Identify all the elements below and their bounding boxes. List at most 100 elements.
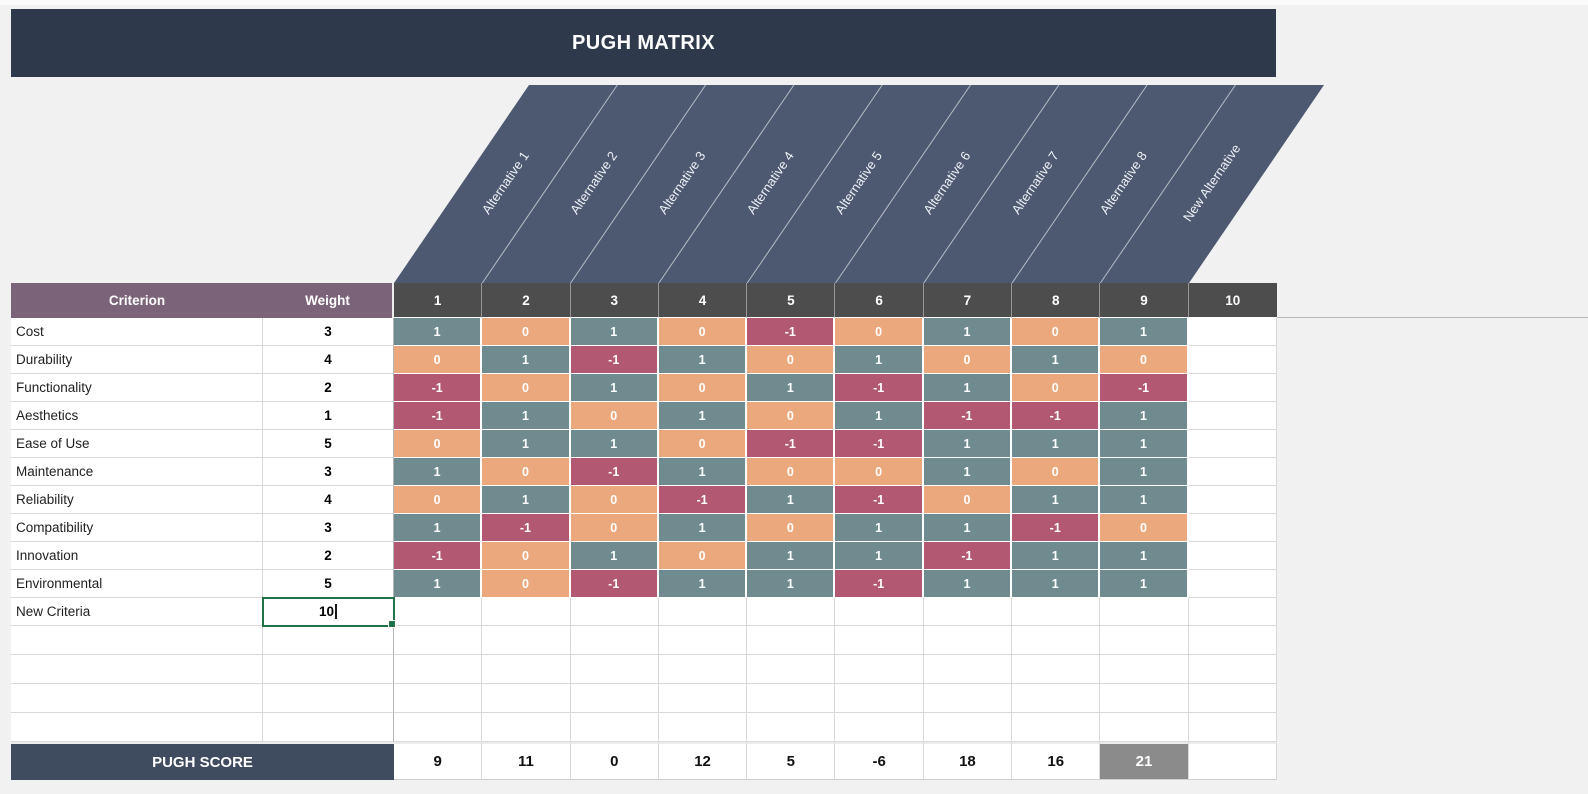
value-cell[interactable]: 1 — [835, 514, 924, 542]
value-cell[interactable]: 0 — [482, 570, 571, 598]
score-cell[interactable]: 18 — [923, 742, 1013, 780]
value-cell[interactable] — [658, 713, 748, 742]
value-cell[interactable] — [747, 626, 836, 655]
value-cell[interactable]: 1 — [570, 318, 659, 346]
value-cell[interactable]: -1 — [394, 374, 483, 402]
value-cell[interactable] — [482, 713, 571, 742]
value-cell[interactable] — [570, 684, 659, 713]
value-cell[interactable] — [570, 713, 659, 742]
value-cell[interactable] — [394, 684, 483, 713]
value-cell[interactable]: 1 — [1100, 542, 1189, 570]
value-cell[interactable] — [1188, 626, 1277, 655]
value-cell[interactable]: 0 — [394, 430, 483, 458]
score-cell[interactable]: 0 — [570, 742, 659, 780]
value-cell[interactable]: 1 — [747, 374, 836, 402]
value-cell[interactable] — [1188, 713, 1277, 742]
value-cell[interactable]: 0 — [482, 318, 571, 346]
value-cell[interactable]: 1 — [482, 486, 571, 514]
weight-cell[interactable]: 3 — [263, 514, 394, 542]
criterion-cell[interactable]: Functionality — [11, 374, 263, 402]
value-cell[interactable]: 1 — [394, 318, 483, 346]
value-cell[interactable] — [923, 713, 1013, 742]
value-cell[interactable]: -1 — [835, 570, 924, 598]
value-cell[interactable] — [570, 655, 659, 684]
weight-cell[interactable]: 3 — [263, 318, 394, 346]
value-cell[interactable] — [1012, 713, 1101, 742]
value-cell[interactable]: 1 — [482, 346, 571, 374]
criterion-cell[interactable] — [11, 684, 263, 713]
value-cell[interactable]: 1 — [923, 318, 1013, 346]
value-cell[interactable] — [394, 655, 483, 684]
value-cell[interactable]: 0 — [394, 486, 483, 514]
value-cell[interactable] — [1188, 458, 1277, 486]
column-header-cell[interactable]: 2 — [482, 283, 571, 318]
score-cell[interactable]: 16 — [1012, 742, 1101, 780]
weight-cell[interactable]: 3 — [263, 458, 394, 486]
column-header-cell[interactable]: 4 — [658, 283, 748, 318]
value-cell[interactable] — [835, 626, 924, 655]
value-cell[interactable] — [1188, 570, 1277, 598]
score-cell[interactable]: 9 — [394, 742, 483, 780]
value-cell[interactable]: -1 — [394, 542, 483, 570]
value-cell[interactable] — [1188, 514, 1277, 542]
value-cell[interactable]: 1 — [658, 458, 748, 486]
column-header-cell[interactable]: 1 — [394, 283, 483, 318]
value-cell[interactable] — [1012, 655, 1101, 684]
score-cell[interactable] — [1188, 742, 1277, 780]
value-cell[interactable] — [1188, 318, 1277, 346]
score-cell[interactable]: 11 — [482, 742, 571, 780]
value-cell[interactable]: 1 — [923, 430, 1013, 458]
value-cell[interactable]: 1 — [1100, 430, 1189, 458]
value-cell[interactable] — [1100, 713, 1189, 742]
value-cell[interactable]: 1 — [1100, 318, 1189, 346]
value-cell[interactable] — [1188, 374, 1277, 402]
criterion-cell[interactable]: Ease of Use — [11, 430, 263, 458]
value-cell[interactable]: 0 — [482, 542, 571, 570]
value-cell[interactable]: -1 — [747, 318, 836, 346]
value-cell[interactable] — [1100, 684, 1189, 713]
value-cell[interactable]: 1 — [1012, 570, 1101, 598]
value-cell[interactable]: 1 — [1100, 458, 1189, 486]
criterion-cell[interactable]: Compatibility — [11, 514, 263, 542]
score-cell[interactable]: 12 — [658, 742, 748, 780]
value-cell[interactable]: 0 — [482, 458, 571, 486]
value-cell[interactable]: 1 — [1012, 542, 1101, 570]
value-cell[interactable]: 1 — [923, 514, 1013, 542]
value-cell[interactable]: -1 — [570, 346, 659, 374]
value-cell[interactable]: -1 — [482, 514, 571, 542]
value-cell[interactable]: 1 — [1100, 570, 1189, 598]
criterion-header-cell[interactable]: Criterion — [11, 283, 263, 318]
value-cell[interactable] — [482, 655, 571, 684]
value-cell[interactable] — [394, 598, 483, 626]
value-cell[interactable]: 0 — [658, 318, 748, 346]
criterion-cell[interactable]: Reliability — [11, 486, 263, 514]
value-cell[interactable]: -1 — [923, 542, 1013, 570]
value-cell[interactable]: 1 — [658, 514, 748, 542]
value-cell[interactable]: -1 — [747, 430, 836, 458]
value-cell[interactable]: 1 — [923, 570, 1013, 598]
value-cell[interactable]: 1 — [1012, 430, 1101, 458]
value-cell[interactable]: -1 — [835, 374, 924, 402]
value-cell[interactable]: 0 — [1012, 318, 1101, 346]
value-cell[interactable] — [658, 598, 748, 626]
value-cell[interactable] — [1012, 598, 1101, 626]
value-cell[interactable]: 0 — [658, 430, 748, 458]
criterion-cell[interactable]: Durability — [11, 346, 263, 374]
weight-header-cell[interactable]: Weight — [263, 283, 394, 318]
value-cell[interactable]: -1 — [658, 486, 748, 514]
criterion-cell[interactable]: Cost — [11, 318, 263, 346]
value-cell[interactable]: 0 — [1100, 514, 1189, 542]
value-cell[interactable]: 0 — [570, 486, 659, 514]
value-cell[interactable]: 1 — [658, 402, 748, 430]
value-cell[interactable] — [1188, 402, 1277, 430]
value-cell[interactable] — [747, 684, 836, 713]
weight-cell[interactable]: 4 — [263, 486, 394, 514]
value-cell[interactable]: 1 — [570, 430, 659, 458]
value-cell[interactable]: 0 — [1012, 374, 1101, 402]
value-cell[interactable]: -1 — [835, 430, 924, 458]
column-header-cell[interactable]: 3 — [570, 283, 659, 318]
value-cell[interactable]: 1 — [1012, 486, 1101, 514]
value-cell[interactable]: 0 — [747, 458, 836, 486]
value-cell[interactable] — [1188, 486, 1277, 514]
value-cell[interactable]: 0 — [658, 374, 748, 402]
